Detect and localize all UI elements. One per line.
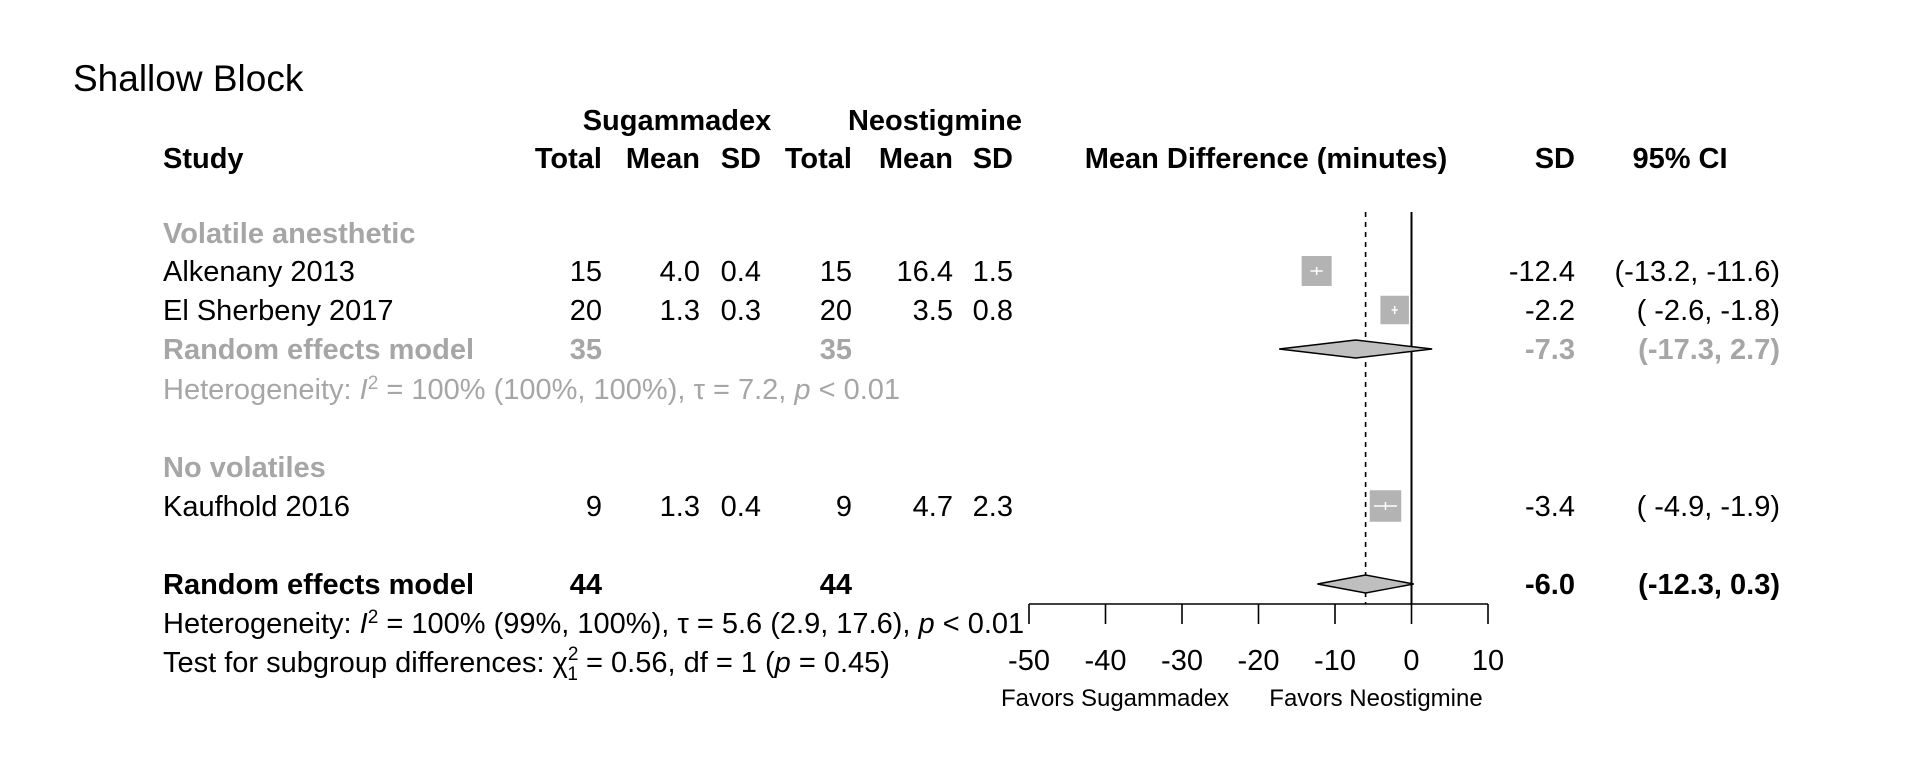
test-p-value: = 0.45) bbox=[791, 647, 890, 679]
het-sup: 2 bbox=[368, 607, 379, 628]
subgroup-md-value: -7.3 bbox=[1525, 334, 1575, 366]
het-p: p bbox=[918, 608, 935, 640]
sug-mean: 1.3 bbox=[660, 295, 700, 327]
subgroup-diamond bbox=[1279, 339, 1433, 359]
sug-total: 20 bbox=[570, 295, 602, 327]
sug-total: 15 bbox=[570, 256, 602, 288]
col-header-sug-total: Total bbox=[535, 143, 602, 175]
subgroup-label: Volatile anesthetic bbox=[163, 218, 416, 250]
col-header-neo-sd: SD bbox=[973, 143, 1013, 175]
het-rest: = 100% (99%, 100%), τ = 5.6 (2.9, 17.6), bbox=[378, 608, 918, 640]
md-value: -3.4 bbox=[1525, 491, 1575, 523]
overall-heterogeneity: Heterogeneity: I2 = 100% (99%, 100%), τ … bbox=[163, 607, 1024, 641]
x-axis-tick-label: 10 bbox=[1472, 645, 1504, 677]
x-axis-tick-label: -30 bbox=[1161, 645, 1203, 677]
md-value: -12.4 bbox=[1509, 256, 1575, 288]
x-axis-tick-label: -10 bbox=[1314, 645, 1356, 677]
test-rest: = 0.56, df = 1 ( bbox=[578, 647, 775, 679]
subgroup-difference-test: Test for subgroup differences: χ2 1 = 0.5… bbox=[163, 644, 890, 685]
sug-mean: 1.3 bbox=[660, 491, 700, 523]
sug-sd: 0.3 bbox=[721, 295, 761, 327]
study-name: El Sherbeny 2017 bbox=[163, 295, 394, 327]
subgroup-sug-total: 35 bbox=[570, 334, 602, 366]
x-axis-tick-label: 0 bbox=[1403, 645, 1419, 677]
test-prefix: Test for subgroup differences: bbox=[163, 647, 553, 679]
neo-total: 15 bbox=[820, 256, 852, 288]
het-rest: = 100% (100%, 100%), τ = 7.2, bbox=[378, 374, 794, 406]
test-p: p bbox=[774, 647, 791, 679]
overall-diamond bbox=[1317, 574, 1414, 594]
col-header-sug-sd: SD bbox=[721, 143, 761, 175]
x-axis-tick-label: -20 bbox=[1238, 645, 1280, 677]
het-sup: 2 bbox=[368, 373, 379, 394]
test-sub: 1 bbox=[567, 664, 578, 685]
het-i: I bbox=[360, 374, 368, 406]
neo-mean: 3.5 bbox=[913, 295, 953, 327]
study-name: Alkenany 2013 bbox=[163, 256, 355, 288]
test-sup: 2 bbox=[568, 644, 579, 665]
col-header-neo-total: Total bbox=[785, 143, 852, 175]
subgroup-neo-total: 35 bbox=[820, 334, 852, 366]
x-axis-tick-label: -50 bbox=[1008, 645, 1050, 677]
overall-md-value: -6.0 bbox=[1525, 569, 1575, 601]
overall-model-label: Random effects model bbox=[163, 569, 474, 601]
subgroup-model-label: Random effects model bbox=[163, 334, 474, 366]
md-value: -2.2 bbox=[1525, 295, 1575, 327]
chart-title: Shallow Block bbox=[73, 58, 304, 99]
overall-ci-value: (-12.3, 0.3) bbox=[1638, 569, 1780, 601]
het-p-value: < 0.01 bbox=[811, 374, 901, 406]
col-header-ci: 95% CI bbox=[1632, 143, 1727, 175]
neo-total: 20 bbox=[820, 295, 852, 327]
col-header-md-sd: SD bbox=[1535, 143, 1575, 175]
neo-total: 9 bbox=[836, 491, 852, 523]
col-header-sug-mean: Mean bbox=[626, 143, 700, 175]
sug-sd: 0.4 bbox=[721, 491, 761, 523]
neo-sd: 2.3 bbox=[973, 491, 1013, 523]
het-p: p bbox=[793, 374, 810, 406]
col-header-neo-mean: Mean bbox=[879, 143, 953, 175]
ci-value: ( -2.6, -1.8) bbox=[1637, 295, 1780, 327]
favors-left-label: Favors Sugammadex bbox=[1001, 685, 1229, 712]
overall-neo-total: 44 bbox=[820, 569, 852, 601]
group-header-sugammadex: Sugammadex bbox=[583, 105, 772, 137]
x-axis-tick-label: -40 bbox=[1085, 645, 1127, 677]
sug-total: 9 bbox=[586, 491, 602, 523]
favors-right-label: Favors Neostigmine bbox=[1269, 685, 1482, 712]
col-header-effect: Mean Difference (minutes) bbox=[1085, 143, 1448, 175]
subgroup-ci-value: (-17.3, 2.7) bbox=[1638, 334, 1780, 366]
het-p-value: < 0.01 bbox=[935, 608, 1025, 640]
neo-sd: 1.5 bbox=[973, 256, 1013, 288]
study-name: Kaufhold 2016 bbox=[163, 491, 350, 523]
ci-value: (-13.2, -11.6) bbox=[1615, 256, 1780, 288]
sug-mean: 4.0 bbox=[660, 256, 700, 288]
neo-sd: 0.8 bbox=[973, 295, 1013, 327]
subgroup-label: No volatiles bbox=[163, 452, 326, 484]
test-chi: χ bbox=[553, 647, 568, 679]
het-prefix: Heterogeneity: bbox=[163, 608, 360, 640]
neo-mean: 4.7 bbox=[913, 491, 953, 523]
col-header-study: Study bbox=[163, 143, 244, 175]
het-i: I bbox=[360, 608, 368, 640]
subgroup-heterogeneity: Heterogeneity: I2 = 100% (100%, 100%), τ… bbox=[163, 373, 900, 407]
ci-value: ( -4.9, -1.9) bbox=[1637, 491, 1780, 523]
overall-sug-total: 44 bbox=[570, 569, 602, 601]
sug-sd: 0.4 bbox=[721, 256, 761, 288]
het-prefix: Heterogeneity: bbox=[163, 374, 360, 406]
neo-mean: 16.4 bbox=[897, 256, 953, 288]
group-header-neostigmine: Neostigmine bbox=[848, 105, 1022, 137]
